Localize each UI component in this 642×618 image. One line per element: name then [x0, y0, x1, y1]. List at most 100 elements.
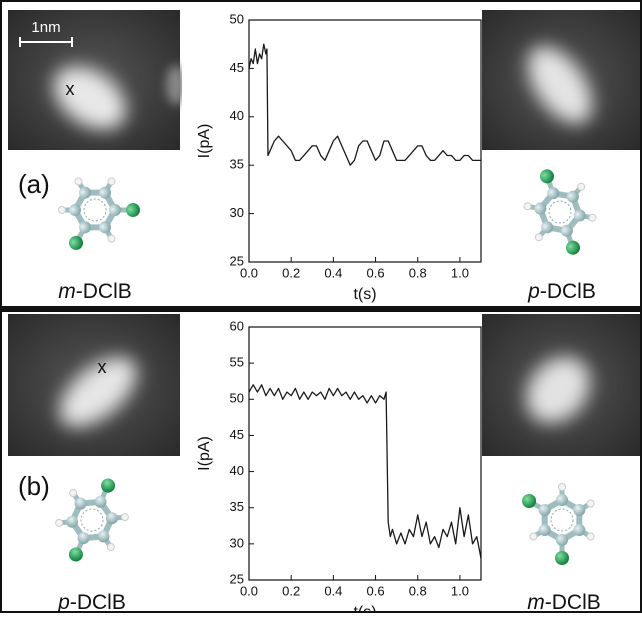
chlorine-atom	[522, 494, 537, 508]
chlorine-atom	[565, 240, 580, 255]
y-axis-label: I(pA)	[196, 124, 213, 159]
hydrogen-atom	[523, 202, 532, 211]
carbon-atom	[556, 494, 568, 506]
y-tick-label: 60	[230, 318, 244, 333]
molecule-prefix: p	[527, 280, 540, 303]
molecule-suffix: -DClB	[76, 280, 132, 303]
molecule-blob	[166, 65, 186, 105]
scale-label: 1nm	[31, 19, 60, 36]
aromatic-ring	[550, 508, 574, 532]
molecule-name: p-DClB	[527, 280, 596, 303]
panel-label: (a)	[18, 169, 50, 199]
current-trace	[248, 384, 482, 559]
x-tick-label: 1.0	[451, 583, 469, 598]
hydrogen-atom	[107, 177, 116, 186]
carbon-atom	[74, 497, 87, 510]
molecule-blob	[53, 66, 127, 130]
y-tick-label: 30	[230, 205, 244, 220]
plots: 25 30 35 40 45 50 0.0 0.2 0.4 0.6 0.8 1.0 t(s) I(pA) 2…	[182, 10, 482, 618]
carbon-atom	[556, 534, 568, 546]
aromatic-ring	[83, 198, 107, 222]
carbon-atom	[573, 524, 586, 536]
molecule-prefix: p	[57, 591, 70, 613]
molecule-prefix: m	[527, 591, 545, 613]
chart-background	[182, 10, 482, 305]
plot-frame	[248, 19, 482, 263]
chlorine-atom	[68, 547, 83, 562]
x-tick-label: 0.6	[367, 265, 385, 280]
y-tick-label: 40	[230, 108, 244, 123]
x-tick-label: 0.8	[409, 583, 427, 598]
y-axis-label: I(pA)	[196, 436, 213, 471]
molecule-model	[57, 177, 141, 250]
y-tick-label: 25	[230, 253, 244, 268]
carbon-atom	[66, 515, 79, 528]
hydrogen-atom	[106, 543, 115, 552]
carbon-atom	[69, 203, 82, 216]
molecule-name: p-DClB	[57, 591, 126, 613]
y-tick-label: 35	[230, 157, 244, 172]
carbon-atom	[79, 186, 91, 199]
hydrogen-atom	[534, 233, 543, 242]
carbon-atom	[560, 224, 573, 237]
carbon-atom	[573, 209, 586, 222]
y-tick-label: 35	[230, 499, 244, 514]
x-axis-label: t(s)	[353, 286, 376, 303]
carbon-atom	[573, 504, 586, 516]
molecule-model	[522, 483, 595, 565]
molecule-blob	[528, 46, 592, 124]
x-tick-label: 0.2	[282, 583, 300, 598]
molecule-name: m-DClB	[527, 591, 601, 613]
y-tick-label: 30	[230, 535, 244, 550]
x-tick-label: 0.0	[240, 265, 258, 280]
hydrogen-atom	[57, 206, 66, 215]
y-tick-label: 55	[230, 355, 244, 370]
molecule-suffix: -DClB	[545, 591, 601, 613]
y-tick-label: 40	[230, 463, 244, 478]
hydrogen-atom	[120, 513, 129, 522]
x-tick-label: 0.2	[282, 265, 300, 280]
hydrogen-atom	[69, 488, 78, 497]
hydrogen-atom	[588, 213, 597, 222]
carbon-atom	[547, 187, 560, 200]
carbon-atom	[77, 532, 90, 545]
current-trace	[248, 43, 481, 166]
chlorine-atom	[68, 235, 83, 250]
carbon-atom	[108, 204, 121, 217]
carbon-atom	[538, 504, 551, 516]
carbon-atom	[534, 202, 547, 215]
y-tick-label: 50	[230, 391, 244, 406]
carbon-atom	[97, 530, 110, 543]
carbon-atom	[538, 524, 551, 536]
molecule-models	[55, 169, 597, 565]
hydrogen-atom	[586, 499, 595, 508]
molecule-suffix: -DClB	[70, 591, 126, 613]
chlorine-atom	[101, 478, 116, 493]
tip-mark: x	[66, 79, 75, 99]
aromatic-ring	[548, 200, 572, 224]
hydrogen-atom	[107, 234, 116, 243]
molecule-name: m-DClB	[58, 280, 132, 303]
y-tick-label: 45	[230, 60, 244, 75]
hydrogen-atom	[586, 532, 595, 541]
x-tick-label: 0.4	[324, 583, 342, 598]
carbon-atom	[98, 186, 111, 199]
molecule-model	[523, 169, 597, 255]
tip-mark: x	[98, 357, 107, 377]
hydrogen-atom	[558, 483, 566, 491]
hydrogen-atom	[577, 182, 586, 191]
hydrogen-atom	[74, 177, 83, 186]
y-tick-label: 50	[230, 11, 244, 26]
x-tick-label: 0.0	[240, 583, 258, 598]
carbon-atom	[79, 221, 92, 234]
panel-label: (b)	[18, 471, 50, 501]
panel-divider	[0, 306, 642, 312]
molecule-blob	[59, 357, 137, 427]
carbon-atom	[99, 221, 111, 234]
hydrogen-atom	[55, 518, 64, 527]
molecule-prefix: m	[58, 280, 76, 303]
x-tick-label: 1.0	[451, 265, 469, 280]
